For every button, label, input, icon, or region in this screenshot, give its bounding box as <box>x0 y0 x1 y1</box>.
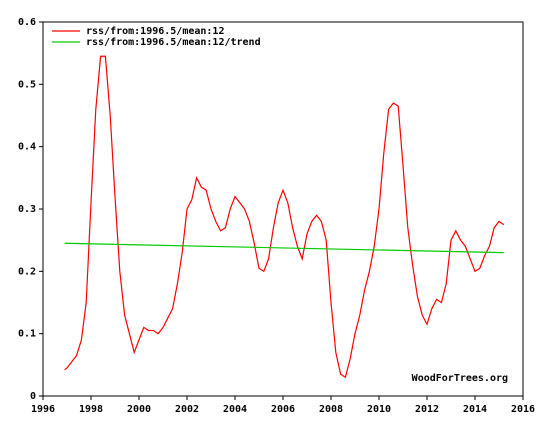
data-line <box>64 242 504 254</box>
x-tick-label: 2014 <box>463 404 487 415</box>
legend-label: rss/from:1996.5/mean:12 <box>86 26 224 37</box>
x-tick-label: 2002 <box>175 404 199 415</box>
x-tick-label: 2016 <box>511 404 535 415</box>
y-tick-label: 0.3 <box>18 204 36 215</box>
y-tick-label: 0.6 <box>18 17 36 28</box>
x-tick-label: 2004 <box>223 404 247 415</box>
x-tick-label: 2008 <box>319 404 343 415</box>
x-tick-label: 2010 <box>367 404 391 415</box>
y-tick-label: 0.2 <box>18 266 36 277</box>
watermark: WoodForTrees.org <box>412 373 508 384</box>
plot-frame <box>42 21 524 397</box>
data-line <box>64 55 505 379</box>
x-tick-label: 2000 <box>127 404 151 415</box>
x-tick-label: 2006 <box>271 404 295 415</box>
x-tick-label: 1996 <box>31 404 55 415</box>
x-tick-label: 2012 <box>415 404 439 415</box>
y-tick-label: 0 <box>30 391 36 402</box>
y-tick-label: 0.5 <box>18 79 36 90</box>
legend-label: rss/from:1996.5/mean:12/trend <box>86 37 261 48</box>
y-tick-label: 0.4 <box>18 142 36 153</box>
y-tick-label: 0.1 <box>18 329 36 340</box>
x-tick-label: 1998 <box>79 404 103 415</box>
